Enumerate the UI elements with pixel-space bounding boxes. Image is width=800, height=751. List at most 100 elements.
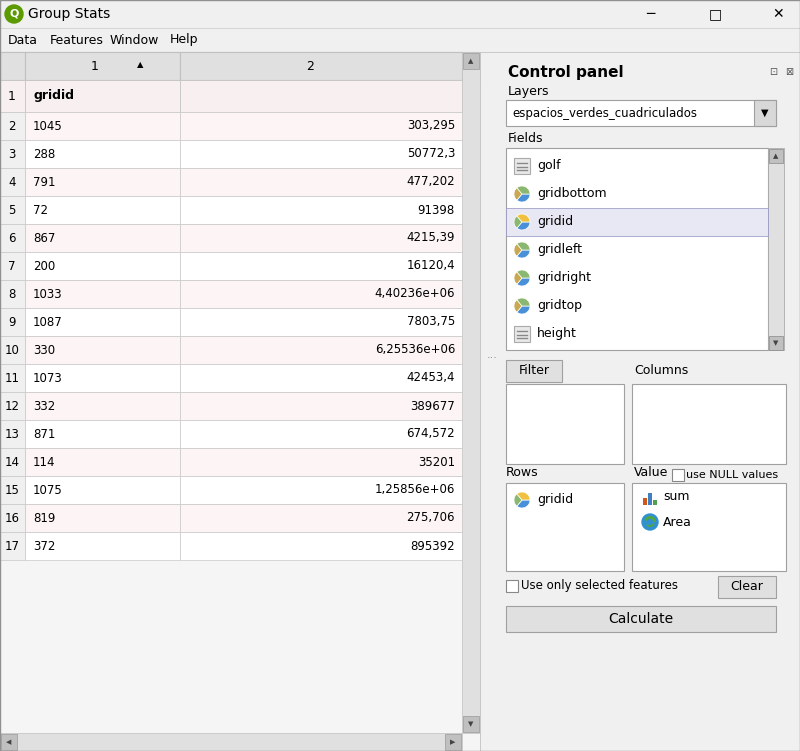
Text: 200: 200 <box>33 260 55 273</box>
Bar <box>180 336 462 364</box>
Text: 42453,4: 42453,4 <box>406 372 455 385</box>
Text: 3: 3 <box>8 147 16 161</box>
Bar <box>25 280 180 308</box>
Bar <box>0 28 800 52</box>
Bar <box>1 734 17 750</box>
Text: 16: 16 <box>5 511 19 524</box>
Bar <box>632 384 786 464</box>
Bar <box>0 308 25 336</box>
Text: golf: golf <box>537 159 561 173</box>
Wedge shape <box>514 216 522 228</box>
Text: gridid: gridid <box>537 216 573 228</box>
Wedge shape <box>517 242 530 250</box>
Text: Rows: Rows <box>506 466 538 479</box>
Bar <box>0 504 25 532</box>
Text: 13: 13 <box>5 427 19 441</box>
Text: Use only selected features: Use only selected features <box>521 580 678 593</box>
Text: ⊠: ⊠ <box>785 67 793 77</box>
Bar <box>180 196 462 224</box>
Bar <box>25 532 180 560</box>
Bar <box>0 224 25 252</box>
Text: Layers: Layers <box>508 86 550 98</box>
Bar <box>0 532 25 560</box>
Bar <box>769 336 783 350</box>
Text: 1033: 1033 <box>33 288 62 300</box>
Text: 2: 2 <box>8 119 16 132</box>
Bar <box>462 52 480 733</box>
Text: 15: 15 <box>5 484 19 496</box>
Text: 303,295: 303,295 <box>406 119 455 132</box>
Text: 867: 867 <box>33 231 55 245</box>
Bar <box>506 208 768 236</box>
Bar <box>0 252 25 280</box>
Bar <box>648 493 652 505</box>
Bar <box>25 80 180 112</box>
Bar <box>0 112 25 140</box>
Text: Window: Window <box>110 34 159 47</box>
Bar <box>0 448 25 476</box>
Bar <box>768 148 784 350</box>
Bar <box>0 476 25 504</box>
Text: ▲: ▲ <box>774 153 778 159</box>
Text: ▼: ▼ <box>468 721 474 727</box>
Bar <box>25 196 180 224</box>
Text: gridid: gridid <box>33 89 74 102</box>
Bar <box>0 196 25 224</box>
Bar <box>672 469 684 481</box>
Bar <box>506 580 518 592</box>
Wedge shape <box>517 214 530 222</box>
Text: ▲: ▲ <box>137 61 143 70</box>
Bar <box>25 252 180 280</box>
Wedge shape <box>514 272 522 284</box>
Text: Clear: Clear <box>730 581 763 593</box>
Wedge shape <box>517 298 530 306</box>
Text: Help: Help <box>170 34 198 47</box>
Text: 1087: 1087 <box>33 315 62 328</box>
Bar <box>180 504 462 532</box>
Text: Features: Features <box>50 34 104 47</box>
Text: 14: 14 <box>5 456 19 469</box>
Bar <box>506 606 776 632</box>
Bar <box>25 476 180 504</box>
Text: 50772,3: 50772,3 <box>406 147 455 161</box>
Bar <box>25 112 180 140</box>
Bar <box>180 448 462 476</box>
Text: 4,40236e+06: 4,40236e+06 <box>374 288 455 300</box>
Text: 6: 6 <box>8 231 16 245</box>
Text: 674,572: 674,572 <box>406 427 455 441</box>
Bar <box>0 168 25 196</box>
Text: 372: 372 <box>33 539 55 553</box>
Bar <box>754 100 776 126</box>
Text: 332: 332 <box>33 400 55 412</box>
Text: 35201: 35201 <box>418 456 455 469</box>
Wedge shape <box>514 300 522 312</box>
Bar <box>506 360 562 382</box>
Bar <box>653 500 657 505</box>
Text: 330: 330 <box>33 343 55 357</box>
Bar <box>0 0 800 28</box>
Text: gridright: gridright <box>537 272 591 285</box>
Text: Value: Value <box>634 466 668 479</box>
Text: □: □ <box>709 7 722 21</box>
Bar <box>180 168 462 196</box>
Bar <box>0 52 480 80</box>
Bar <box>0 420 25 448</box>
Bar <box>0 733 462 751</box>
Text: 12: 12 <box>5 400 19 412</box>
Text: 16120,4: 16120,4 <box>406 260 455 273</box>
Bar <box>180 476 462 504</box>
Wedge shape <box>517 492 530 500</box>
Text: Area: Area <box>663 515 692 529</box>
Bar <box>718 576 776 598</box>
Wedge shape <box>514 188 522 200</box>
Text: ▼: ▼ <box>762 108 769 118</box>
Text: espacios_verdes_cuadriculados: espacios_verdes_cuadriculados <box>512 107 697 119</box>
Bar <box>180 140 462 168</box>
Text: use NULL values: use NULL values <box>686 470 778 480</box>
Bar <box>0 52 480 751</box>
Bar <box>180 52 462 80</box>
Circle shape <box>647 520 653 524</box>
Text: 9: 9 <box>8 315 16 328</box>
Text: 1: 1 <box>91 59 99 73</box>
Bar <box>445 734 461 750</box>
